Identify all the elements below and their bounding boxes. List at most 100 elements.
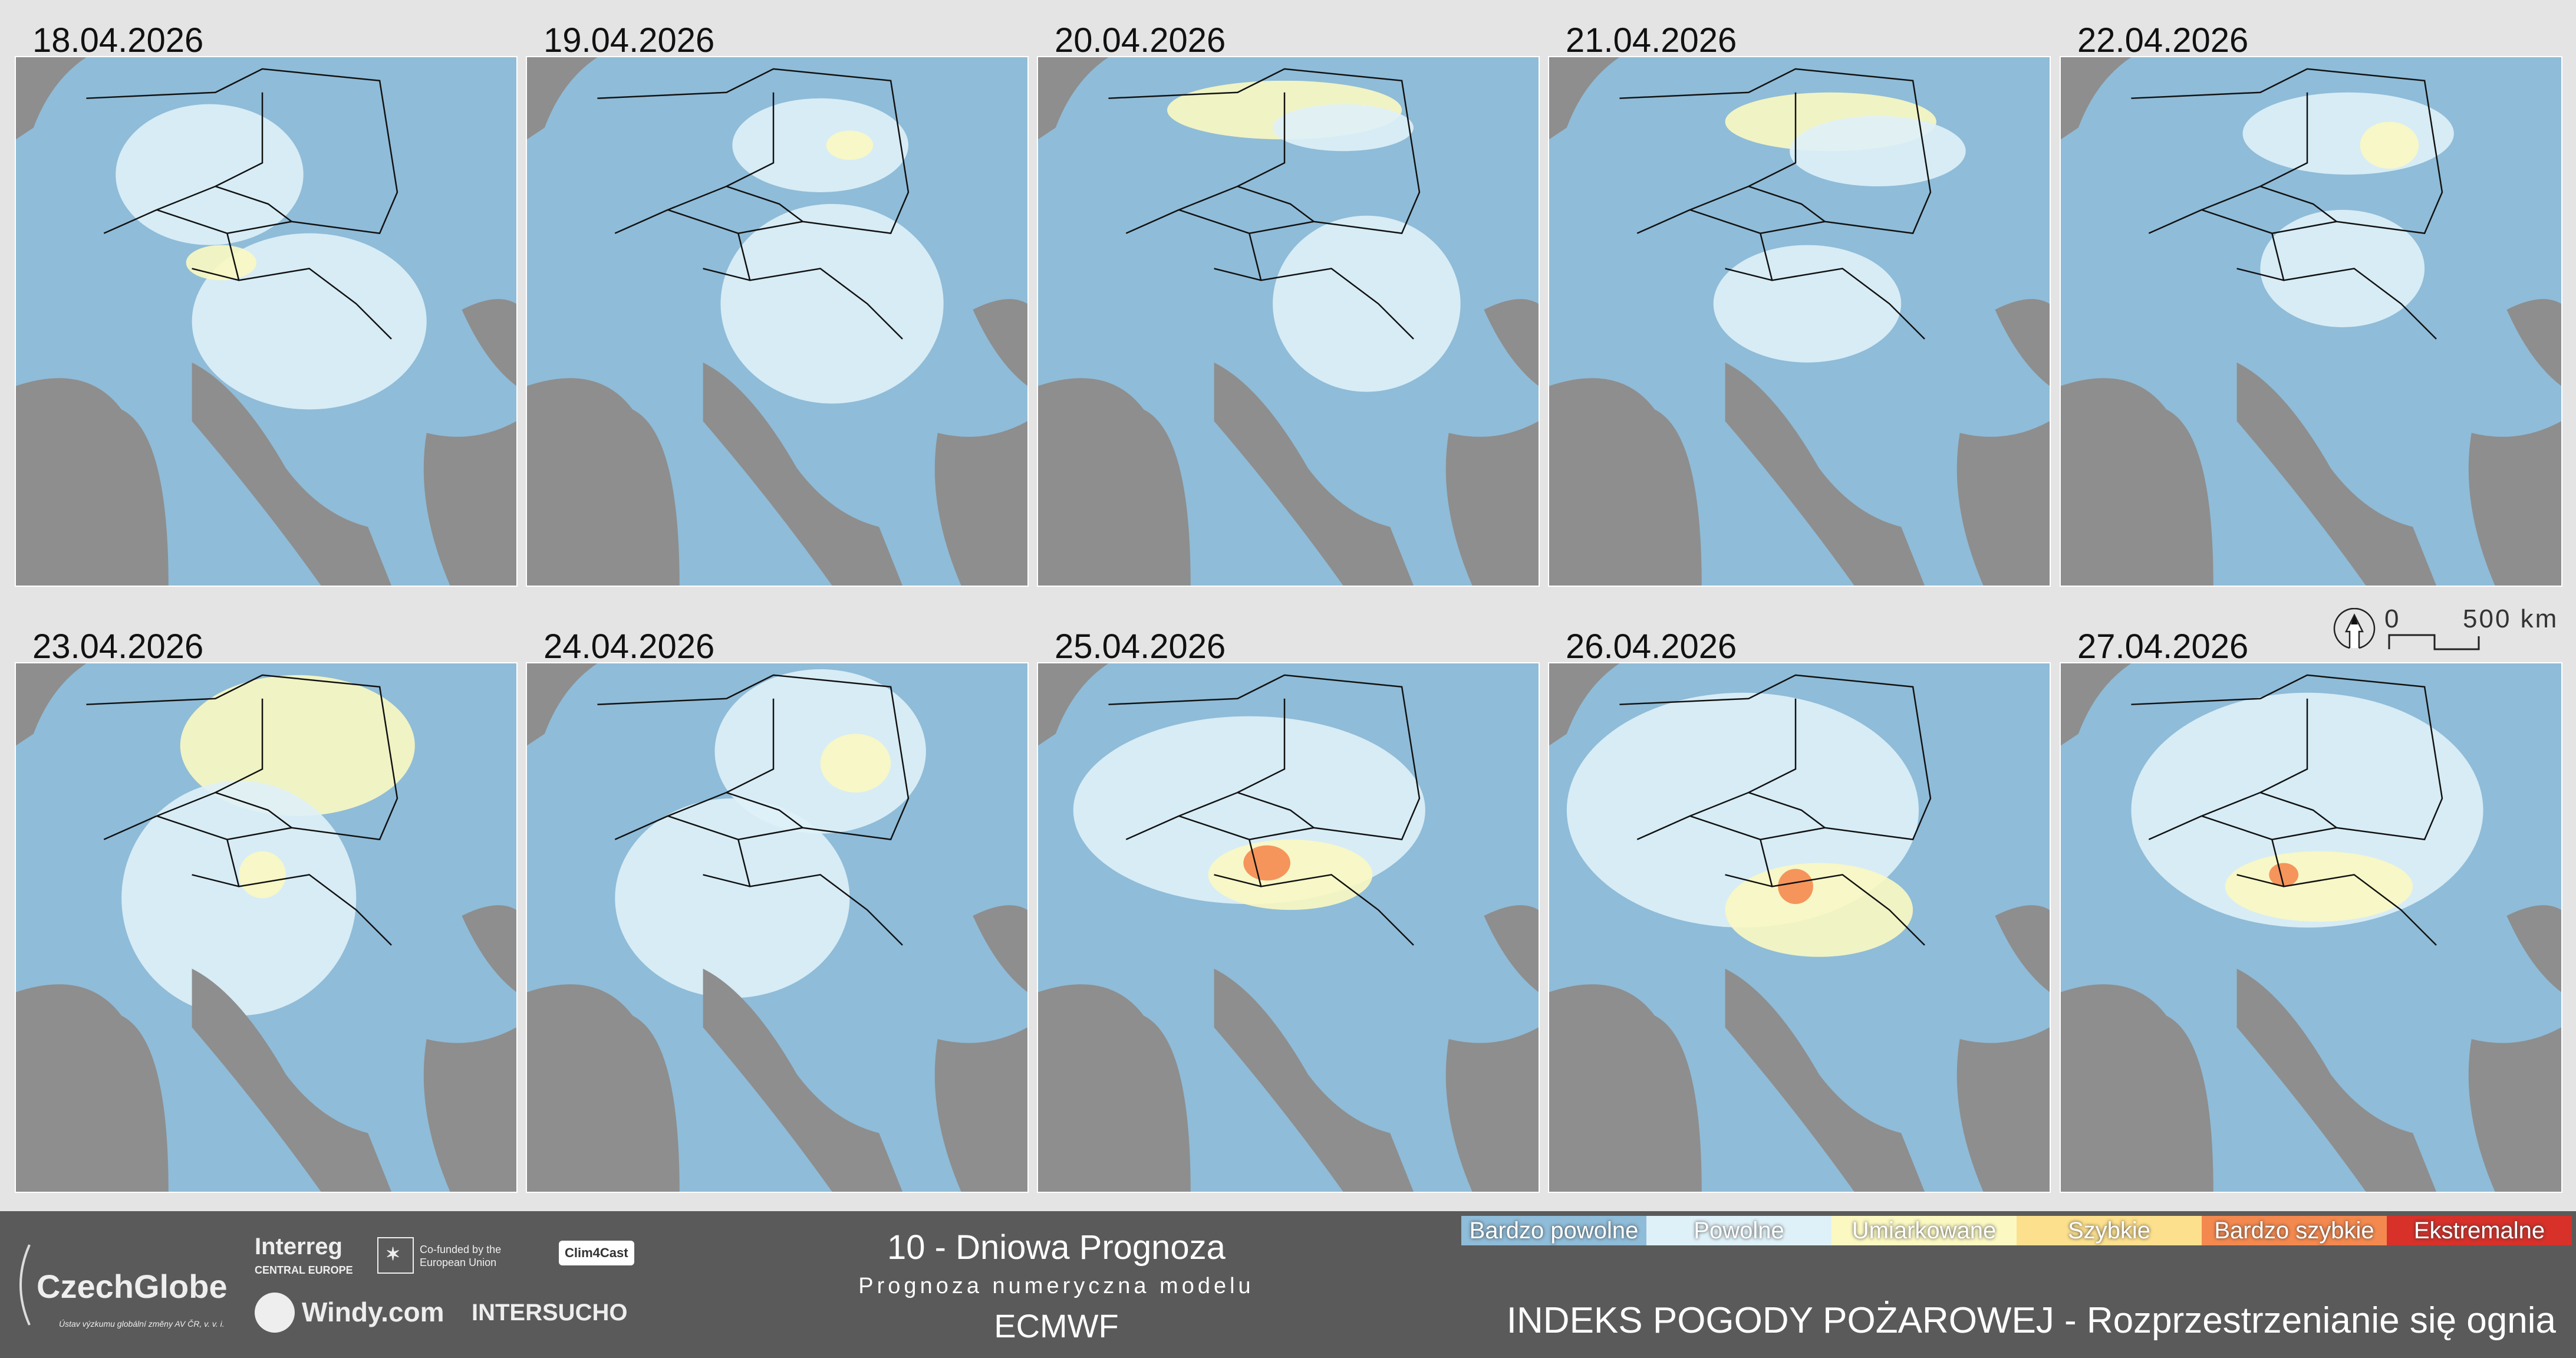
sea-area bbox=[973, 299, 1027, 386]
fire-index-area bbox=[2260, 209, 2425, 327]
fire-index-area bbox=[826, 130, 874, 160]
forecast-map bbox=[2060, 662, 2562, 1193]
fire-index-area bbox=[192, 233, 427, 410]
sea-area bbox=[1484, 905, 1539, 992]
fire-index-area bbox=[2360, 121, 2419, 169]
sea-area bbox=[703, 968, 902, 1192]
model-name: ECMWF bbox=[994, 1307, 1119, 1344]
sea-area bbox=[1549, 57, 1620, 140]
legend-item: Bardzo powolne bbox=[1461, 1216, 1646, 1245]
border-lines bbox=[1108, 68, 1421, 340]
forecast-map bbox=[526, 662, 1029, 1193]
sea-area bbox=[527, 57, 598, 140]
sea-area bbox=[703, 362, 902, 586]
fire-index-area bbox=[720, 203, 944, 404]
scale-start-label: 0 bbox=[2384, 604, 2399, 633]
sea-area bbox=[1725, 968, 1925, 1192]
fire-index-area bbox=[714, 669, 926, 834]
border-lines bbox=[1619, 68, 1932, 340]
sea-area bbox=[2236, 362, 2436, 586]
forecast-map bbox=[526, 56, 1029, 587]
forecast-map bbox=[1548, 662, 2051, 1193]
sea-area bbox=[1549, 378, 1702, 586]
sea-area bbox=[934, 1027, 1027, 1192]
panel-date: 23.04.2026 bbox=[32, 627, 204, 666]
sea-area bbox=[1995, 905, 2050, 992]
sea-area bbox=[2506, 905, 2561, 992]
fire-index-area bbox=[121, 781, 357, 1016]
sea-area bbox=[1038, 378, 1191, 586]
border-lines bbox=[1619, 674, 1932, 946]
panel-date: 21.04.2026 bbox=[1566, 21, 1737, 60]
sea-area bbox=[934, 421, 1027, 586]
fire-index-area bbox=[1273, 104, 1414, 152]
panel-date: 25.04.2026 bbox=[1055, 627, 1226, 666]
scale-end-label: 500 km bbox=[2463, 604, 2559, 633]
scale-bar: 0 500 km bbox=[2328, 604, 2576, 652]
north-arrow-icon bbox=[2333, 608, 2376, 649]
sea-area bbox=[462, 299, 516, 386]
sea-area bbox=[1549, 984, 1702, 1192]
sea-area bbox=[2061, 663, 2132, 746]
fire-index-area bbox=[2242, 92, 2454, 175]
sea-area bbox=[2468, 421, 2561, 586]
legend-item: Ekstremalne bbox=[2387, 1216, 2572, 1245]
sea-area bbox=[1549, 663, 1620, 746]
forecast-map bbox=[15, 662, 518, 1193]
sea-area bbox=[16, 663, 87, 746]
sea-area bbox=[16, 984, 169, 1192]
sea-area bbox=[1038, 663, 1109, 746]
scale-line bbox=[2388, 634, 2480, 650]
forecast-map bbox=[1548, 56, 2051, 587]
sea-area bbox=[462, 905, 516, 992]
legend-item: Umiarkowane bbox=[1831, 1216, 2017, 1245]
fire-index-area bbox=[615, 798, 850, 998]
sea-area bbox=[1214, 968, 1414, 1192]
fire-index-area bbox=[1208, 839, 1373, 910]
sea-area bbox=[1995, 299, 2050, 386]
fire-index-area bbox=[186, 245, 257, 281]
border-lines bbox=[86, 674, 398, 946]
sea-area bbox=[1038, 984, 1191, 1192]
forecast-map bbox=[1037, 56, 1540, 587]
fire-index-area bbox=[239, 851, 286, 899]
index-title: INDEKS POGODY POŻAROWEJ - Rozprzestrzeni… bbox=[1506, 1300, 2556, 1341]
border-lines bbox=[2131, 68, 2443, 340]
forecast-map bbox=[15, 56, 518, 587]
sea-area bbox=[1445, 421, 1539, 586]
legend-item: Szybkie bbox=[2017, 1216, 2202, 1245]
forecast-title: 10 - Dniowa Prognoza bbox=[887, 1228, 1226, 1267]
footer: CzechGlobe Ústav výzkumu globální změny … bbox=[0, 1211, 2576, 1358]
fire-index-area bbox=[2269, 863, 2299, 887]
sea-area bbox=[2061, 984, 2213, 1192]
fire-index-area bbox=[820, 734, 891, 793]
sea-area bbox=[973, 905, 1027, 992]
panel-date: 20.04.2026 bbox=[1055, 21, 1226, 60]
sea-area bbox=[423, 1027, 516, 1192]
panel-date: 27.04.2026 bbox=[2077, 627, 2249, 666]
panel-date: 26.04.2026 bbox=[1566, 627, 1737, 666]
fire-index-area bbox=[116, 104, 304, 245]
sea-area bbox=[192, 968, 391, 1192]
sea-area bbox=[1956, 421, 2050, 586]
sea-area bbox=[192, 362, 391, 586]
sea-area bbox=[1445, 1027, 1539, 1192]
sea-area bbox=[16, 57, 87, 140]
sea-area bbox=[527, 663, 598, 746]
border-lines bbox=[1108, 674, 1421, 946]
border-lines bbox=[86, 68, 398, 340]
panel-date: 22.04.2026 bbox=[2077, 21, 2249, 60]
sea-area bbox=[527, 378, 680, 586]
panel-date: 24.04.2026 bbox=[543, 627, 715, 666]
fire-index-area bbox=[1273, 215, 1461, 392]
border-lines bbox=[597, 68, 910, 340]
legend-item: Bardzo szybkie bbox=[2202, 1216, 2387, 1245]
fire-index-area bbox=[2225, 851, 2413, 922]
fire-index-area bbox=[1713, 245, 1902, 363]
sea-area bbox=[2061, 57, 2132, 140]
forecast-map bbox=[2060, 56, 2562, 587]
fire-index-area bbox=[1778, 869, 1813, 905]
intersucho-logo: INTERSUCHO bbox=[472, 1300, 628, 1326]
sea-area bbox=[527, 984, 680, 1192]
forecast-subtitle: Prognoza numeryczna modelu bbox=[858, 1274, 1254, 1298]
